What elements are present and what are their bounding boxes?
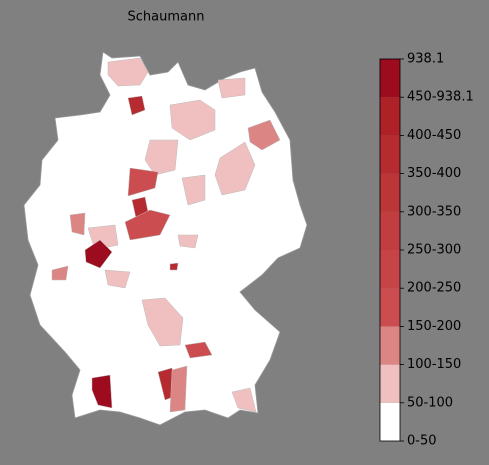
colorbar-segment xyxy=(380,288,400,327)
district xyxy=(84,239,113,269)
colorbar-label: 50-100 xyxy=(407,395,453,410)
district xyxy=(231,387,257,413)
colorbar-segment xyxy=(380,173,400,212)
district xyxy=(169,365,188,413)
colorbar-label: 100-150 xyxy=(407,357,461,372)
district xyxy=(247,119,281,151)
district xyxy=(127,95,146,116)
district xyxy=(91,374,113,409)
colorbar-label: 300-350 xyxy=(407,204,461,219)
district xyxy=(214,141,256,196)
district xyxy=(169,262,179,271)
germany-map xyxy=(23,51,308,426)
district xyxy=(127,167,159,197)
district xyxy=(104,269,131,289)
colorbar-label: 250-300 xyxy=(407,243,461,258)
district xyxy=(69,212,86,236)
colorbar-segment xyxy=(380,364,400,403)
colorbar: 0-50 50-100 100-150 150-200 200-250 250-300 30… xyxy=(379,52,474,449)
district xyxy=(217,77,246,99)
colorbar-segment xyxy=(380,135,400,174)
colorbar-label: 400-450 xyxy=(407,128,461,143)
district xyxy=(169,99,216,141)
district xyxy=(144,139,179,176)
colorbar-label: 0-50 xyxy=(407,434,437,449)
colorbar-label: 200-250 xyxy=(407,281,461,296)
district xyxy=(51,265,69,281)
colorbar-segment xyxy=(380,59,400,98)
colorbar-label: 938.1 xyxy=(407,52,444,67)
colorbar-segment xyxy=(380,97,400,136)
district xyxy=(141,297,184,347)
colorbar-label: 450-938.1 xyxy=(407,90,474,105)
colorbar-label: 350-400 xyxy=(407,166,461,181)
district xyxy=(107,57,149,87)
colorbar-segment xyxy=(380,250,400,289)
map-title: Schaumann xyxy=(128,10,205,25)
colorbar-segment xyxy=(380,326,400,365)
colorbar-label: 150-200 xyxy=(407,319,461,334)
country-outline xyxy=(23,51,308,426)
colorbar-segment xyxy=(380,211,400,250)
district xyxy=(184,341,213,359)
district xyxy=(177,234,199,249)
colorbar-segment xyxy=(380,402,400,441)
district xyxy=(124,209,171,241)
district xyxy=(181,174,206,206)
